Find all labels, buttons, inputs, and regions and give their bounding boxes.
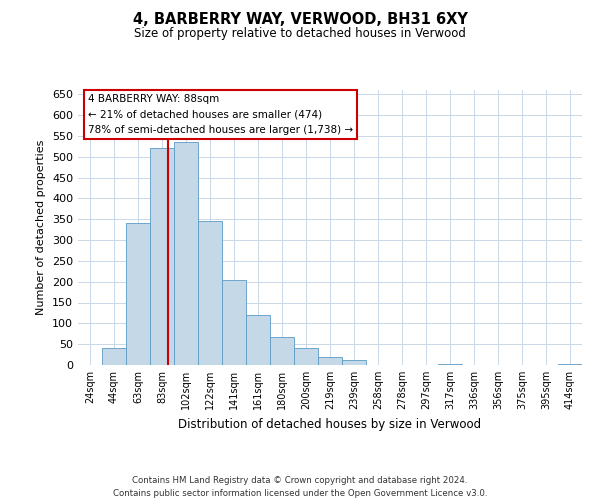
- Bar: [222, 280, 246, 365]
- Bar: [342, 360, 366, 365]
- Text: 4, BARBERRY WAY, VERWOOD, BH31 6XY: 4, BARBERRY WAY, VERWOOD, BH31 6XY: [133, 12, 467, 28]
- Bar: [102, 348, 126, 365]
- Bar: [294, 348, 318, 365]
- Bar: [198, 221, 222, 365]
- Text: Contains HM Land Registry data © Crown copyright and database right 2024.
Contai: Contains HM Land Registry data © Crown c…: [113, 476, 487, 498]
- Bar: [438, 364, 462, 365]
- Bar: [558, 364, 582, 365]
- Y-axis label: Number of detached properties: Number of detached properties: [37, 140, 46, 315]
- Bar: [126, 224, 150, 365]
- Bar: [174, 142, 198, 365]
- X-axis label: Distribution of detached houses by size in Verwood: Distribution of detached houses by size …: [178, 418, 482, 430]
- Bar: [246, 315, 270, 365]
- Bar: [150, 148, 174, 365]
- Bar: [270, 337, 294, 365]
- Text: Size of property relative to detached houses in Verwood: Size of property relative to detached ho…: [134, 28, 466, 40]
- Bar: [318, 356, 342, 365]
- Text: 4 BARBERRY WAY: 88sqm
← 21% of detached houses are smaller (474)
78% of semi-det: 4 BARBERRY WAY: 88sqm ← 21% of detached …: [88, 94, 353, 136]
